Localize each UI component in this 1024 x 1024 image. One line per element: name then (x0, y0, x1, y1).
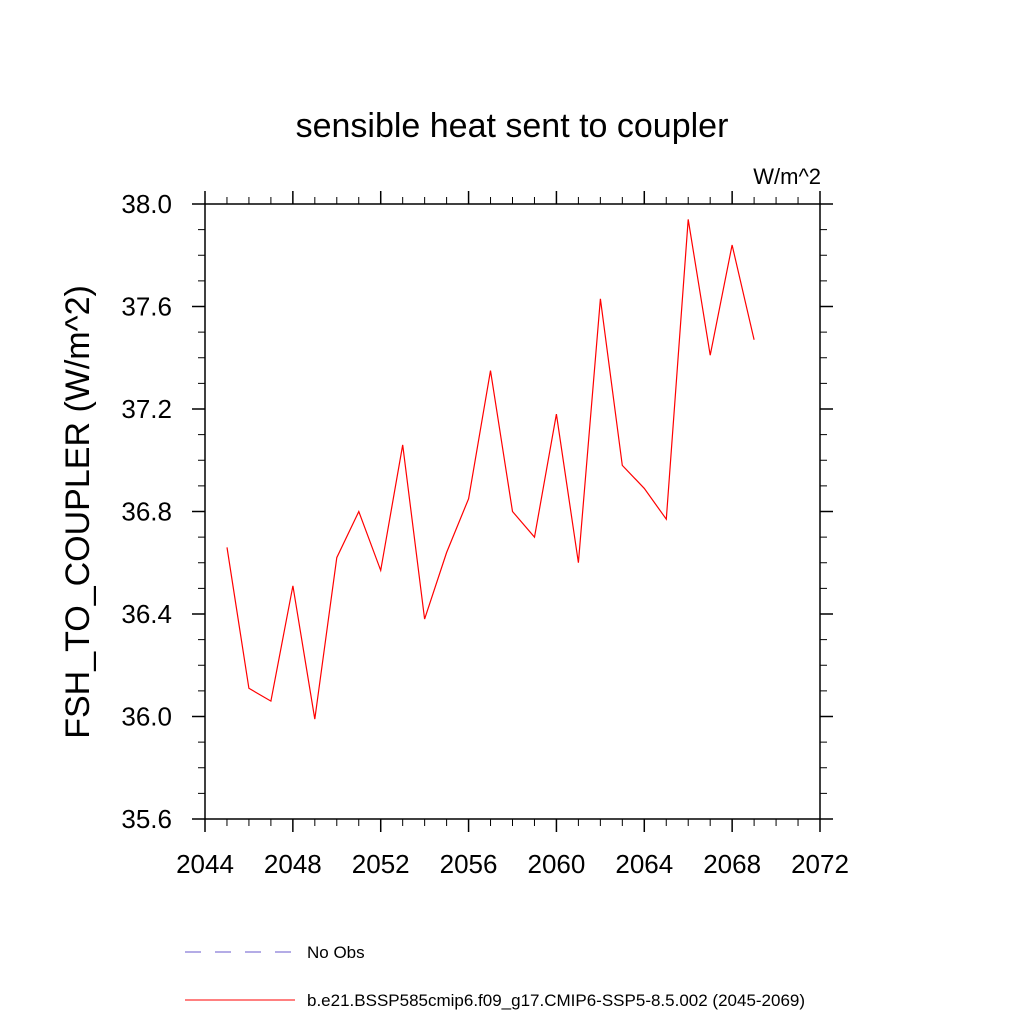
x-tick-label: 2044 (176, 849, 234, 879)
axis-tick-labels: 2044 2048 2052 2056 2060 2064 2068 2072 35.6 36.0… (121, 189, 849, 879)
y-tick-label: 37.2 (121, 394, 172, 424)
x-tick-label: 2060 (528, 849, 586, 879)
y-axis-label: FSH_TO_COUPLER (W/m^2) (59, 285, 97, 739)
y-tick-label: 36.4 (121, 599, 172, 629)
y-tick-label: 36.0 (121, 702, 172, 732)
x-tick-label: 2072 (791, 849, 849, 879)
y-tick-label: 36.8 (121, 497, 172, 527)
x-tick-label: 2048 (264, 849, 322, 879)
series-layer (226, 219, 755, 720)
chart-title: sensible heat sent to coupler (296, 107, 729, 145)
y-tick-label: 37.6 (121, 292, 172, 322)
y-tick-label: 38.0 (121, 189, 172, 219)
x-tick-label: 2052 (352, 849, 410, 879)
legend: No Obs b.e21.BSSP585cmip6.f09_g17.CMIP6-S… (185, 943, 805, 1010)
legend-label: b.e21.BSSP585cmip6.f09_g17.CMIP6-SSP5-8.… (307, 991, 805, 1010)
series-line (226, 219, 755, 720)
units-label: W/m^2 (753, 164, 821, 189)
y-tick-label: 35.6 (121, 804, 172, 834)
x-tick-label: 2068 (703, 849, 761, 879)
axis-ticks (192, 191, 833, 832)
x-tick-label: 2056 (440, 849, 498, 879)
legend-label: No Obs (307, 943, 365, 962)
x-tick-label: 2064 (615, 849, 673, 879)
